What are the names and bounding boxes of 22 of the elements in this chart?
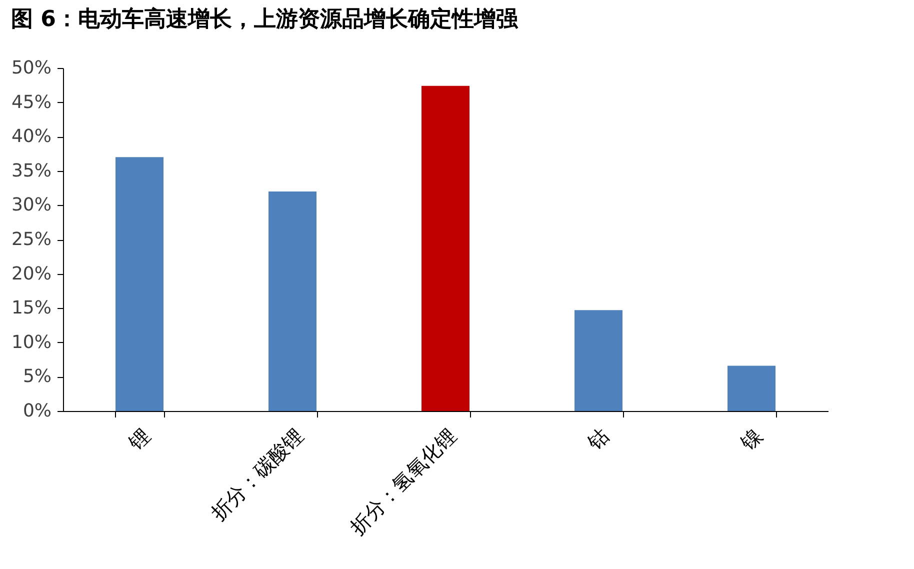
y-tick-label: 40% bbox=[11, 126, 52, 148]
x-tick-label: 钴 bbox=[582, 423, 614, 456]
y-tick-label: 20% bbox=[11, 263, 52, 284]
chart-title: 图 6：电动车高速增长，上游资源品增长确定性增强 bbox=[10, 6, 519, 32]
x-tick-label: 镍 bbox=[735, 423, 767, 456]
x-tick-label: 折分：氢氧化锂 bbox=[344, 423, 461, 540]
x-tick-label: 折分：碳酸锂 bbox=[206, 423, 308, 526]
y-tick-label: 10% bbox=[11, 332, 52, 353]
y-tick-label: 50% bbox=[11, 58, 52, 78]
bar bbox=[574, 310, 622, 411]
bar bbox=[116, 157, 164, 411]
y-tick-label: 45% bbox=[11, 92, 52, 113]
y-tick-label: 15% bbox=[11, 298, 52, 319]
x-tick-label: 锂 bbox=[123, 423, 155, 456]
y-tick-label: 35% bbox=[11, 160, 52, 182]
y-tick-label: 30% bbox=[11, 194, 52, 216]
bar bbox=[728, 366, 776, 411]
y-tick-label: 5% bbox=[22, 366, 52, 388]
y-tick-label: 25% bbox=[11, 229, 52, 250]
y-tick-label: 0% bbox=[22, 400, 52, 422]
bar bbox=[422, 86, 470, 411]
bar bbox=[268, 191, 316, 411]
